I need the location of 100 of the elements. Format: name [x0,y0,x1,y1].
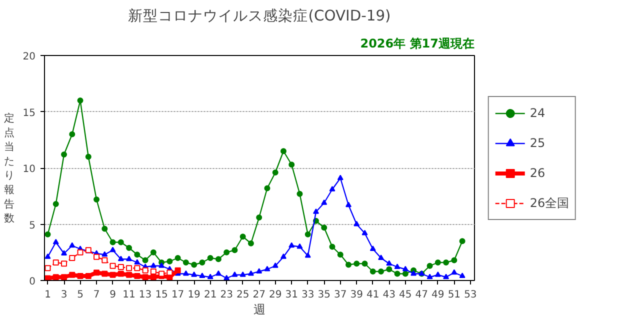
x-tick-label: 37 [334,290,347,300]
point [304,252,311,258]
point [207,255,214,261]
point [370,268,376,274]
point [110,246,116,252]
y-tick-label: 15 [22,108,36,119]
point [386,266,392,272]
point [166,258,173,264]
point [394,264,400,269]
point [248,270,254,276]
point [362,260,368,267]
point [102,270,108,277]
point [215,256,222,262]
point [337,174,344,180]
point [85,273,92,279]
x-tick-label: 13 [138,290,152,300]
x-axis-title: 週 [254,302,266,316]
legend-label: 25 [530,136,546,150]
y-tick-label: 20 [22,52,36,62]
point [215,270,222,276]
point [264,266,270,272]
point [224,274,230,280]
y-tick-label: 0 [29,276,36,288]
point [61,250,68,256]
point [434,271,441,277]
point [182,270,189,276]
x-tick-label: 41 [366,290,380,300]
point [321,199,328,205]
point [288,162,295,168]
point [443,260,450,266]
point [126,256,132,262]
point [402,270,408,277]
x-tick-label: 5 [77,290,84,300]
point [61,152,68,158]
point [52,260,59,266]
x-tick-label: 15 [155,290,168,300]
point [346,202,352,208]
point [52,238,59,244]
point [256,214,262,220]
x-tick-label: 31 [285,290,298,300]
x-tick-label: 21 [204,290,217,300]
point [256,268,262,274]
point [174,267,181,274]
point [224,249,230,256]
x-tick-label: 53 [464,290,477,300]
x-tick-label: 45 [399,290,412,300]
x-tick-label: 29 [268,290,282,300]
point [207,274,214,280]
x-tick-label: 51 [448,290,461,300]
point [134,259,140,264]
point [426,262,433,269]
point [378,268,384,274]
y-tick-label: 10 [22,164,36,175]
point [354,260,360,267]
legend-label: 26 [530,166,546,180]
point [232,271,238,277]
x-tick-label: 3 [60,290,68,300]
point [240,234,246,240]
point [199,260,206,266]
point [118,256,124,262]
point [312,208,319,214]
point [110,239,116,246]
point [61,260,68,267]
point [85,154,92,160]
point [370,246,376,251]
point [94,254,100,260]
point [378,254,384,260]
point [118,264,124,270]
point [150,274,156,280]
point [362,230,368,236]
point [110,272,116,278]
point [182,260,189,266]
chart-title: 新型コロナウイルス感染症(COVID-19) [128,8,391,24]
point [410,270,417,276]
point [296,190,303,197]
x-tick-label: 23 [220,290,233,300]
y-tick-label: 5 [29,220,36,232]
point [126,272,132,278]
point [321,224,328,231]
x-tick-label: 1 [44,290,51,300]
point [142,267,148,274]
point [329,244,336,250]
point [69,242,76,248]
point [451,257,458,264]
point [69,272,76,278]
point [142,257,148,264]
point [272,170,278,176]
x-tick-label: 9 [110,290,116,300]
point [443,274,450,280]
point [118,270,124,277]
point [52,274,59,280]
point [451,269,458,275]
point [150,262,156,268]
point [426,274,433,280]
point [134,273,140,279]
legend-label: 26全国 [530,194,570,212]
x-tick-label: 43 [382,290,396,300]
point [61,274,68,280]
point [44,231,51,238]
point [44,253,51,259]
